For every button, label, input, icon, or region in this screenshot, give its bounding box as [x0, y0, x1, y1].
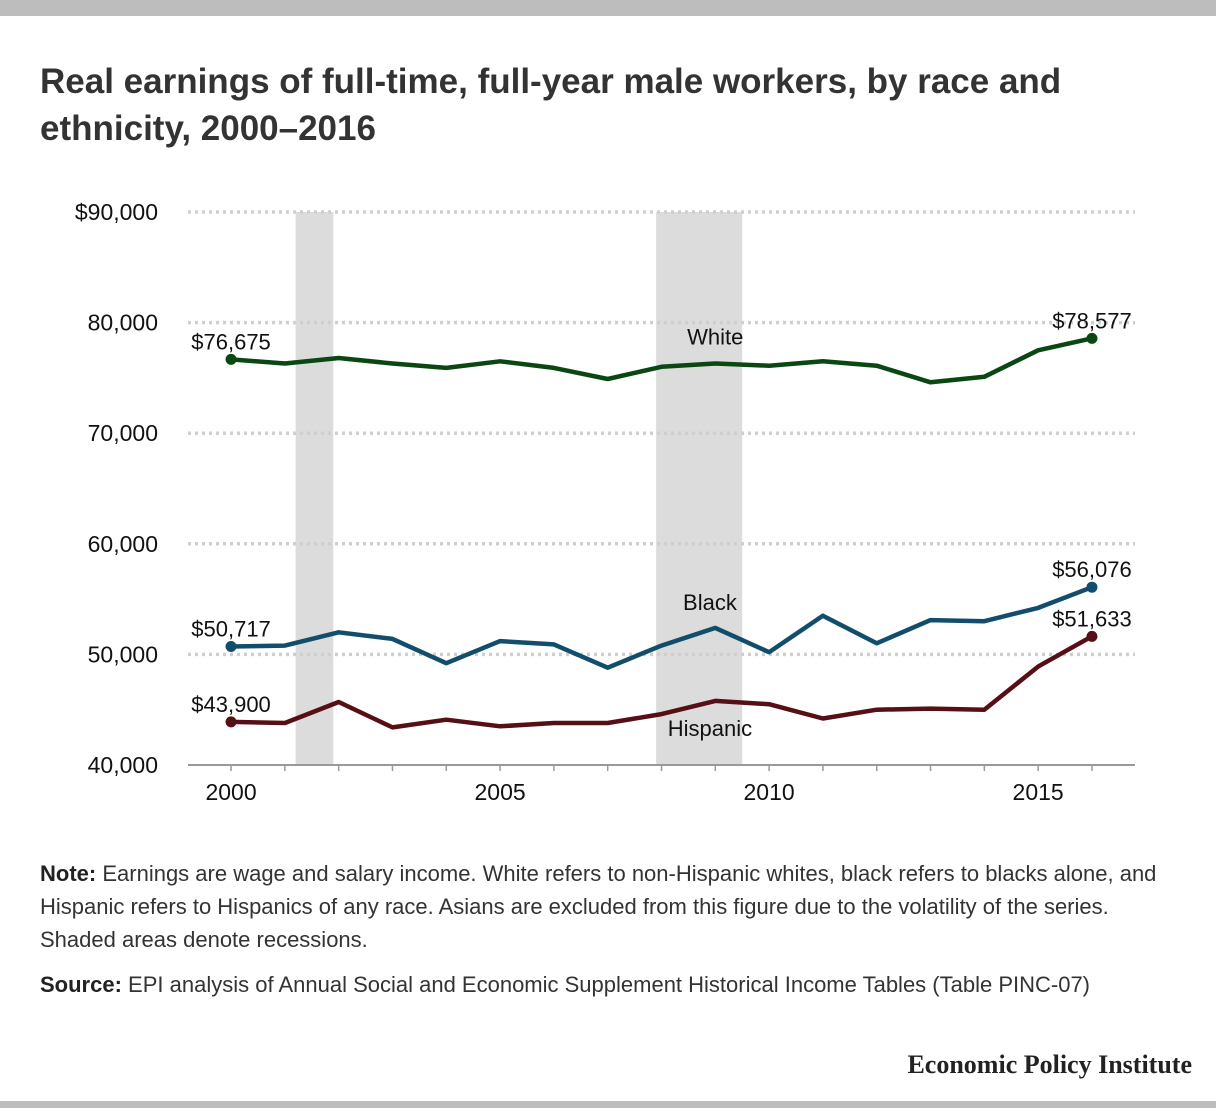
- series-lines: [225, 332, 1098, 730]
- hispanic-start-value-label: $43,900: [191, 692, 271, 717]
- x-tick-label-2005: 2005: [474, 779, 525, 805]
- source-paragraph: Source: EPI analysis of Annual Social an…: [40, 968, 1190, 1001]
- top-border: [0, 0, 1216, 16]
- black-start-point: [225, 640, 237, 652]
- black-end-value-label: $56,076: [1052, 557, 1132, 582]
- hispanic-end-point: [1086, 630, 1098, 642]
- hispanic-start-point: [225, 716, 237, 728]
- notes-section: Note: Earnings are wage and salary incom…: [40, 857, 1190, 1013]
- x-axis: [188, 764, 1135, 771]
- white-end-point: [1086, 332, 1098, 344]
- brand-logo-text: Economic Policy Institute: [907, 1050, 1192, 1079]
- y-tick-label-90000: $90,000: [75, 199, 158, 225]
- hispanic-series-label: Hispanic: [668, 716, 752, 741]
- recession-band-1: [295, 212, 334, 765]
- black-series-line: [228, 584, 1095, 670]
- source-text: EPI analysis of Annual Social and Econom…: [128, 972, 1091, 997]
- x-tick-label-2015: 2015: [1013, 779, 1064, 805]
- recession-band-2: [656, 212, 743, 765]
- source-label: Source:: [40, 972, 122, 997]
- y-axis-ticks: $90,000 80,000 70,000 60,000 50,000 40,000: [75, 199, 158, 778]
- note-label: Note:: [40, 861, 97, 886]
- y-tick-label-50000: 50,000: [88, 641, 158, 667]
- white-start-point: [225, 353, 237, 365]
- y-tick-label-40000: 40,000: [88, 752, 158, 778]
- chart-title: Real earnings of full-time, full-year ma…: [40, 62, 1062, 148]
- y-tick-label-80000: 80,000: [88, 310, 158, 336]
- hispanic-end-value-label: $51,633: [1052, 606, 1132, 631]
- white-series-label: White: [687, 325, 743, 350]
- white-series-line: [228, 336, 1095, 385]
- line-chart: $90,000 80,000 70,000 60,000 50,000 40,000 20…: [75, 199, 1135, 805]
- bottom-border: [0, 1101, 1216, 1108]
- black-start-value-label: $50,717: [191, 616, 271, 641]
- y-tick-label-60000: 60,000: [88, 531, 158, 557]
- note-text: Earnings are wage and salary income. Whi…: [40, 861, 1157, 952]
- series-labels: $76,675 $78,577 White $50,717 $56,076 Black $4…: [191, 308, 1131, 741]
- recession-bands: [295, 212, 743, 765]
- note-paragraph: Note: Earnings are wage and salary incom…: [40, 857, 1190, 956]
- x-axis-ticks: 2000 2005 2010 2015: [205, 779, 1063, 805]
- black-series-label: Black: [683, 590, 738, 615]
- hispanic-series-line: [228, 634, 1095, 730]
- x-tick-label-2000: 2000: [205, 779, 256, 805]
- black-end-point: [1086, 581, 1098, 593]
- white-start-value-label: $76,675: [191, 329, 271, 354]
- x-tick-label-2010: 2010: [744, 779, 795, 805]
- y-tick-label-70000: 70,000: [88, 420, 158, 446]
- white-end-value-label: $78,577: [1052, 308, 1132, 333]
